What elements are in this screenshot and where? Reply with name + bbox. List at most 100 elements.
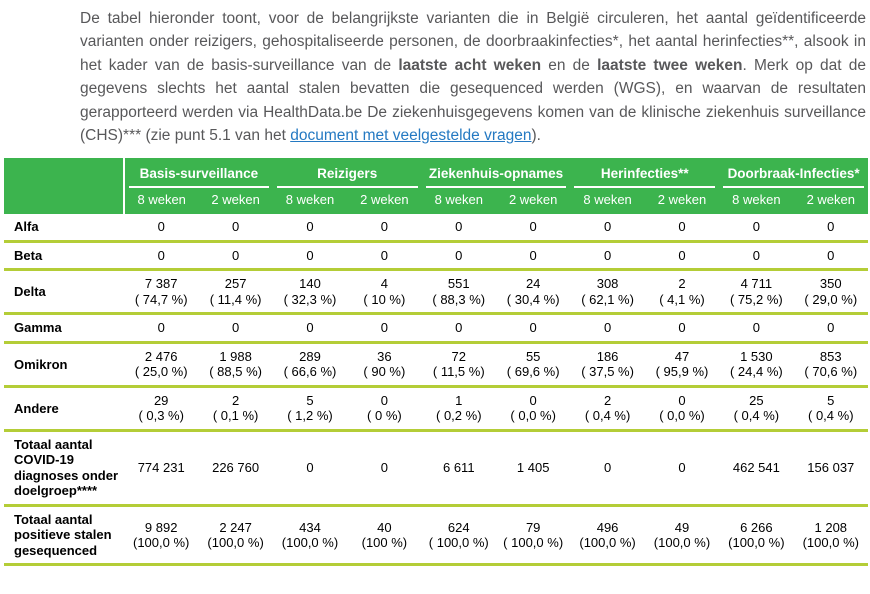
data-cell: 47( 95,9 %) [655, 348, 709, 380]
data-cell: 0 [678, 247, 686, 263]
data-cell: 0 [306, 219, 314, 235]
group-header-label: Herinfecties** [574, 158, 716, 189]
data-cell: 9 892 (100,0 %) [133, 519, 190, 551]
data-cell: 0 [827, 247, 835, 263]
data-cell: 496 (100,0 %) [579, 519, 636, 551]
row-label: Totaal aantal COVID-19 diagnoses onder d… [14, 436, 119, 499]
data-cell: 0 [678, 320, 686, 336]
group-header-label: Ziekenhuis-opnames [425, 158, 567, 189]
data-cell: 1 405 [516, 460, 550, 476]
data-cell: 0 [752, 247, 760, 263]
data-cell: 0 [306, 320, 314, 336]
data-cell: 1 530( 24,4 %) [729, 348, 783, 380]
data-cell: 0 [678, 219, 686, 235]
data-cell: 5( 1,2 %) [287, 392, 333, 424]
data-cell: 72( 11,5 %) [432, 348, 485, 380]
subheader-col-9: 2 weken [793, 188, 868, 215]
data-cell: 0 [678, 460, 686, 476]
intro-text-4: ). [531, 127, 541, 145]
subheader-col-7: 2 weken [644, 188, 720, 215]
group-header-label: Doorbraak-Infecties* [723, 158, 864, 189]
data-cell: 6 266 (100,0 %) [728, 519, 785, 551]
subheader-col-4: 8 weken [421, 188, 496, 215]
data-cell: 7 387( 74,7 %) [134, 276, 188, 307]
subheader-row: 8 weken 2 weken 8 weken 2 weken 8 weken 2 wek… [4, 188, 868, 215]
table-row: Totaal aantal positieve stalen gesequenc… [4, 505, 868, 565]
data-cell: 0 [603, 460, 612, 476]
data-cell: 0 [529, 320, 537, 336]
data-cell: 0 [306, 247, 314, 263]
data-cell: 308( 62,1 %) [581, 276, 634, 307]
group-header-ziekenhuis-opnames: Ziekenhuis-opnames [421, 158, 571, 189]
data-cell: 0 [380, 320, 388, 336]
group-header-herinfecties: Herinfecties** [570, 158, 720, 189]
data-cell: 853( 70,6 %) [804, 348, 858, 380]
data-cell: 0 [752, 320, 760, 336]
intro-text-1: De tabel hieronder toont, voor de belang… [80, 10, 866, 74]
data-cell: 0 [380, 460, 388, 476]
group-header-basis-surveillance: Basis-surveillance [124, 158, 273, 189]
data-cell: 49 (100,0 %) [653, 519, 711, 551]
data-cell: 29( 0,3 %) [138, 392, 184, 424]
row-label: Alfa [14, 219, 39, 235]
corner-cell [4, 158, 125, 215]
data-cell: 0( 0 %) [367, 392, 402, 424]
data-cell: 0 [231, 320, 240, 336]
table-row: Gamma 0 0 0 0 0 0 0 0 0 0 [4, 314, 868, 343]
data-cell: 774 231 [137, 460, 185, 476]
data-cell: 4( 10 %) [363, 276, 406, 307]
data-cell: 257( 11,4 %) [209, 276, 262, 307]
report-page: De tabel hieronder toont, voor de belang… [0, 7, 870, 594]
data-cell: 289( 66,6 %) [283, 348, 337, 380]
group-header-doorbraak-infecties: Doorbraak-Infecties* [719, 158, 868, 189]
data-cell: 434 (100,0 %) [281, 519, 339, 551]
data-cell: 624( 100,0 %) [428, 519, 489, 551]
subheader-col-6: 8 weken [570, 188, 645, 215]
data-cell: 0 [529, 219, 537, 235]
data-cell: 0 [231, 219, 240, 235]
data-cell: 0 [603, 219, 612, 235]
data-cell: 156 037 [807, 460, 855, 476]
subheader-col-5: 2 weken [495, 188, 571, 215]
data-cell: 0 [455, 219, 463, 235]
data-cell: 0( 0,0 %) [659, 392, 705, 424]
data-cell: 24( 30,4 %) [506, 276, 560, 307]
data-cell: 0 [157, 247, 165, 263]
data-cell: 0( 0,0 %) [510, 392, 556, 424]
row-label: Beta [14, 247, 43, 263]
subheader-col-3: 2 weken [347, 188, 422, 215]
data-cell: 36( 90 %) [363, 348, 406, 380]
data-cell: 0 [157, 320, 165, 336]
data-cell: 0 [380, 219, 388, 235]
table-row: Alfa 0 0 0 0 0 0 0 0 0 0 [4, 214, 868, 242]
subheader-col-2: 8 weken [272, 188, 348, 215]
data-cell: 551( 88,3 %) [432, 276, 486, 307]
data-cell: 0 [529, 247, 537, 263]
table-body: Alfa 0 0 0 0 0 0 0 0 0 0 Beta 0 0 0 0 0 0 0 0 0 0 Delta 7 387( … [4, 214, 868, 565]
row-label: Omikron [14, 356, 68, 372]
data-cell: 2 247 (100,0 %) [207, 519, 264, 551]
variants-table: Basis-surveillance Reizigers Ziekenhuis-… [4, 158, 868, 566]
data-cell: 0 [603, 320, 612, 336]
intro-bold-acht-weken: laatste acht weken [398, 56, 542, 74]
data-cell: 186( 37,5 %) [581, 348, 634, 380]
faq-link[interactable]: document met veelgestelde vragen [290, 127, 532, 145]
subheader-col-1: 2 weken [198, 188, 273, 215]
data-cell: 350( 29,0 %) [804, 276, 858, 307]
data-cell: 462 541 [732, 460, 780, 476]
row-label: Gamma [14, 320, 62, 336]
data-cell: 0 [380, 247, 388, 263]
data-cell: 1 988( 88,5 %) [209, 348, 262, 380]
data-cell: 2( 0,1 %) [212, 392, 259, 424]
row-label: Delta [14, 284, 46, 300]
intro-text-2: en de [541, 56, 598, 74]
intro-paragraph: De tabel hieronder toont, voor de belang… [80, 7, 866, 147]
data-cell: 0 [157, 219, 165, 235]
table-row: Omikron 2 476( 25,0 %) 1 988( 88,5 %) 289( … [4, 342, 868, 387]
table-row: Andere 29( 0,3 %) 2( 0,1 %) 5( 1,2 %) 0( 0 %… [4, 386, 868, 431]
data-cell: 1 208 (100,0 %) [802, 519, 859, 551]
data-cell: 5( 0,4 %) [808, 392, 854, 424]
table-header: Basis-surveillance Reizigers Ziekenhuis-… [4, 158, 868, 215]
data-cell: 2( 0,4 %) [584, 392, 631, 424]
data-cell: 2 476( 25,0 %) [134, 348, 188, 380]
